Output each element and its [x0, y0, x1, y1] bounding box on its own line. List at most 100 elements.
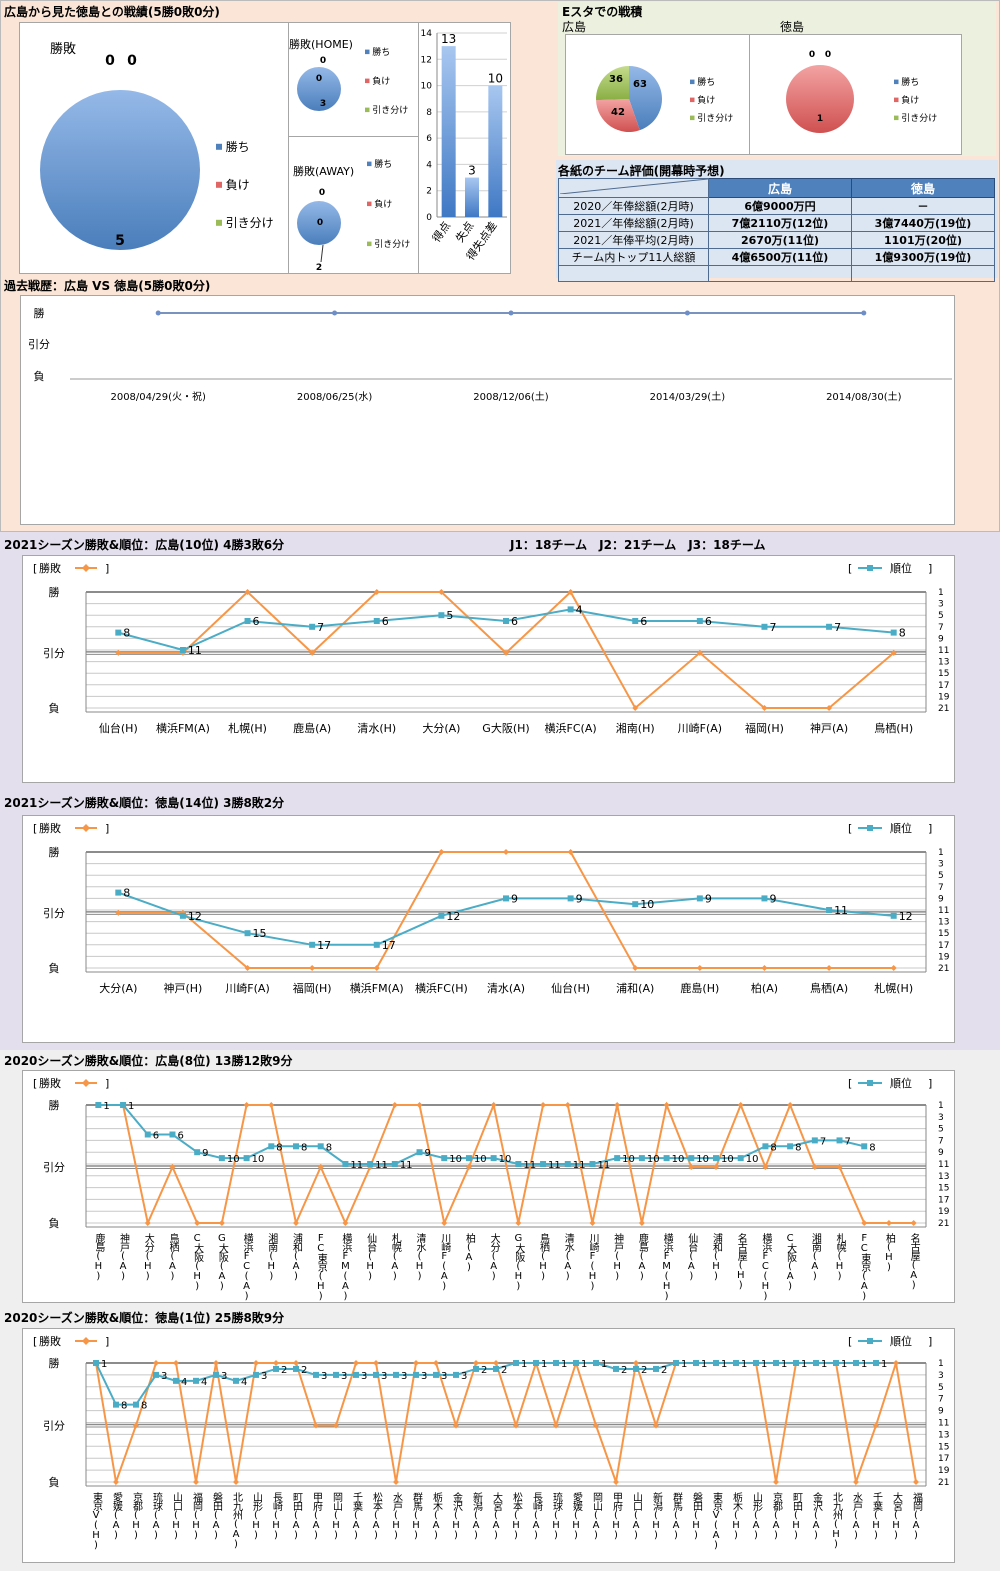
rank-value-label: 8	[121, 1401, 127, 1412]
table-header-corner	[558, 178, 709, 198]
rank-value-label: 8	[770, 1142, 776, 1153]
rank-point	[438, 912, 445, 919]
result-point	[213, 1360, 219, 1366]
rank-tick-label: 11	[938, 906, 949, 916]
result-point	[293, 1220, 299, 1226]
legend-result-label: 勝敗	[39, 561, 61, 575]
rank-point	[773, 1360, 779, 1366]
tokushima-value: －	[851, 197, 995, 215]
rank-value-label: 2	[481, 1365, 487, 1376]
rank-value-label: 9	[576, 892, 583, 905]
rank-value-label: 4	[241, 1377, 247, 1388]
row-label: チーム内トップ11人総額	[558, 248, 709, 266]
rank-value-label: 8	[123, 887, 130, 900]
result-point	[465, 1163, 472, 1170]
x-tick-label: 清水(A)	[487, 982, 525, 995]
rank-point	[673, 1360, 679, 1366]
result-point	[653, 1422, 659, 1429]
rank-point	[453, 1371, 459, 1378]
y-label-loss: 負	[49, 962, 60, 975]
rank-tick-label: 9	[938, 1407, 944, 1417]
x-tick-label: 湘南(A)	[809, 1232, 821, 1281]
legend-bracket: ]	[928, 562, 932, 575]
result-point	[373, 1360, 379, 1366]
result-point	[490, 1102, 497, 1108]
result-point	[696, 965, 703, 971]
legend-label-draw: 引き分け	[697, 113, 733, 124]
x-tick-label: 横浜FM(H)	[661, 1232, 673, 1301]
estadium-tokushima-pie-chart: 0 0 1 勝ち 負け 引き分け	[749, 34, 962, 155]
row-label: 2021／年俸総額(2月時)	[558, 214, 709, 232]
rank-tick-label: 13	[938, 658, 949, 668]
rank-value-label: 1	[101, 1359, 107, 1370]
result-point	[826, 705, 833, 711]
result-point	[893, 1360, 899, 1366]
rank-point	[693, 1360, 699, 1366]
rank-point	[614, 1155, 621, 1162]
x-tick-label: 神戸(A)	[810, 721, 848, 735]
result-point	[441, 1220, 448, 1226]
y-label-loss: 負	[34, 370, 45, 383]
rank-value-label: 10	[474, 1154, 487, 1165]
pie-value-loss: 0	[316, 74, 322, 84]
result-point	[243, 1102, 250, 1108]
x-tick-label: 2014/08/30(土)	[826, 390, 902, 403]
rank-point	[632, 901, 639, 908]
legend-label-loss: 負け	[697, 94, 715, 106]
rank-point	[313, 1371, 319, 1378]
legend-label-win: 勝ち	[226, 139, 250, 154]
rank-point	[120, 1102, 127, 1108]
rank-point	[115, 629, 122, 636]
bar-value-label: 13	[441, 32, 456, 46]
x-tick-label: 大宮(H)	[891, 1491, 903, 1540]
rank-point	[373, 941, 380, 948]
estadium-hiroshima-pie-chart: 63 42 36 勝ち 負け 引き分け	[565, 34, 750, 155]
legend-rank-square-icon	[867, 825, 873, 831]
rank-value-label: 2	[661, 1365, 667, 1376]
rank-value-label: 8	[326, 1142, 332, 1153]
legend-swatch-win	[894, 79, 899, 85]
x-tick-label: 神戸(H)	[612, 1232, 624, 1281]
rank-point	[737, 1155, 744, 1162]
x-tick-label: 柏(A)	[751, 981, 778, 995]
x-tick-label: 磐田(A)	[211, 1491, 223, 1540]
rank-value-label: 8	[301, 1142, 307, 1153]
result-point	[309, 649, 316, 656]
rank-point	[503, 895, 509, 902]
x-tick-label: 鳥栖(H)	[538, 1232, 550, 1281]
bar-value-label: 3	[468, 164, 476, 178]
result-point	[393, 1479, 399, 1485]
history-title: 過去戦歴：広島 VS 徳島(5勝0敗0分)	[4, 279, 211, 293]
table-header-row: 広島 徳島	[558, 178, 995, 198]
legend-result-diamond-icon	[82, 1337, 90, 1345]
result-point	[632, 705, 639, 711]
rank-tick-label: 7	[938, 1136, 944, 1146]
legend-result-diamond-icon	[82, 564, 90, 572]
legend-result-label: 勝敗	[39, 1334, 61, 1348]
rank-point	[515, 1161, 522, 1167]
rank-point	[233, 1377, 239, 1384]
rank-value-label: 3	[401, 1371, 407, 1382]
rank-value-label: 11	[350, 1160, 363, 1171]
rank-point	[213, 1371, 219, 1378]
x-tick-label: 甲府(A)	[311, 1492, 323, 1540]
rank-point	[244, 618, 251, 624]
rank-value-label: 3	[361, 1371, 367, 1382]
y-tick-label: 12	[421, 55, 432, 65]
team-evaluation: 各紙のチーム評価(開幕時予想) 広島 徳島 2020／年俸総額(2月時) 6億90…	[558, 162, 995, 282]
x-tick-label: G大阪(A)	[216, 1233, 228, 1291]
rank-value-label: 3	[161, 1371, 167, 1382]
rank-point	[762, 1143, 769, 1150]
result-point	[416, 1102, 423, 1108]
tokushima-value: 1億9300万(19位)	[851, 248, 995, 266]
rank-value-label: 1	[861, 1359, 867, 1370]
rank-point	[567, 895, 574, 902]
legend-label-draw: 引き分け	[901, 113, 937, 124]
rank-value-label: 3	[321, 1371, 327, 1382]
legend-label-win: 勝ち	[372, 46, 390, 58]
rank-point	[753, 1360, 759, 1366]
rank-value-label: 11	[400, 1160, 413, 1171]
legend-swatch-draw	[894, 115, 899, 121]
y-label-loss: 負	[49, 1217, 60, 1230]
